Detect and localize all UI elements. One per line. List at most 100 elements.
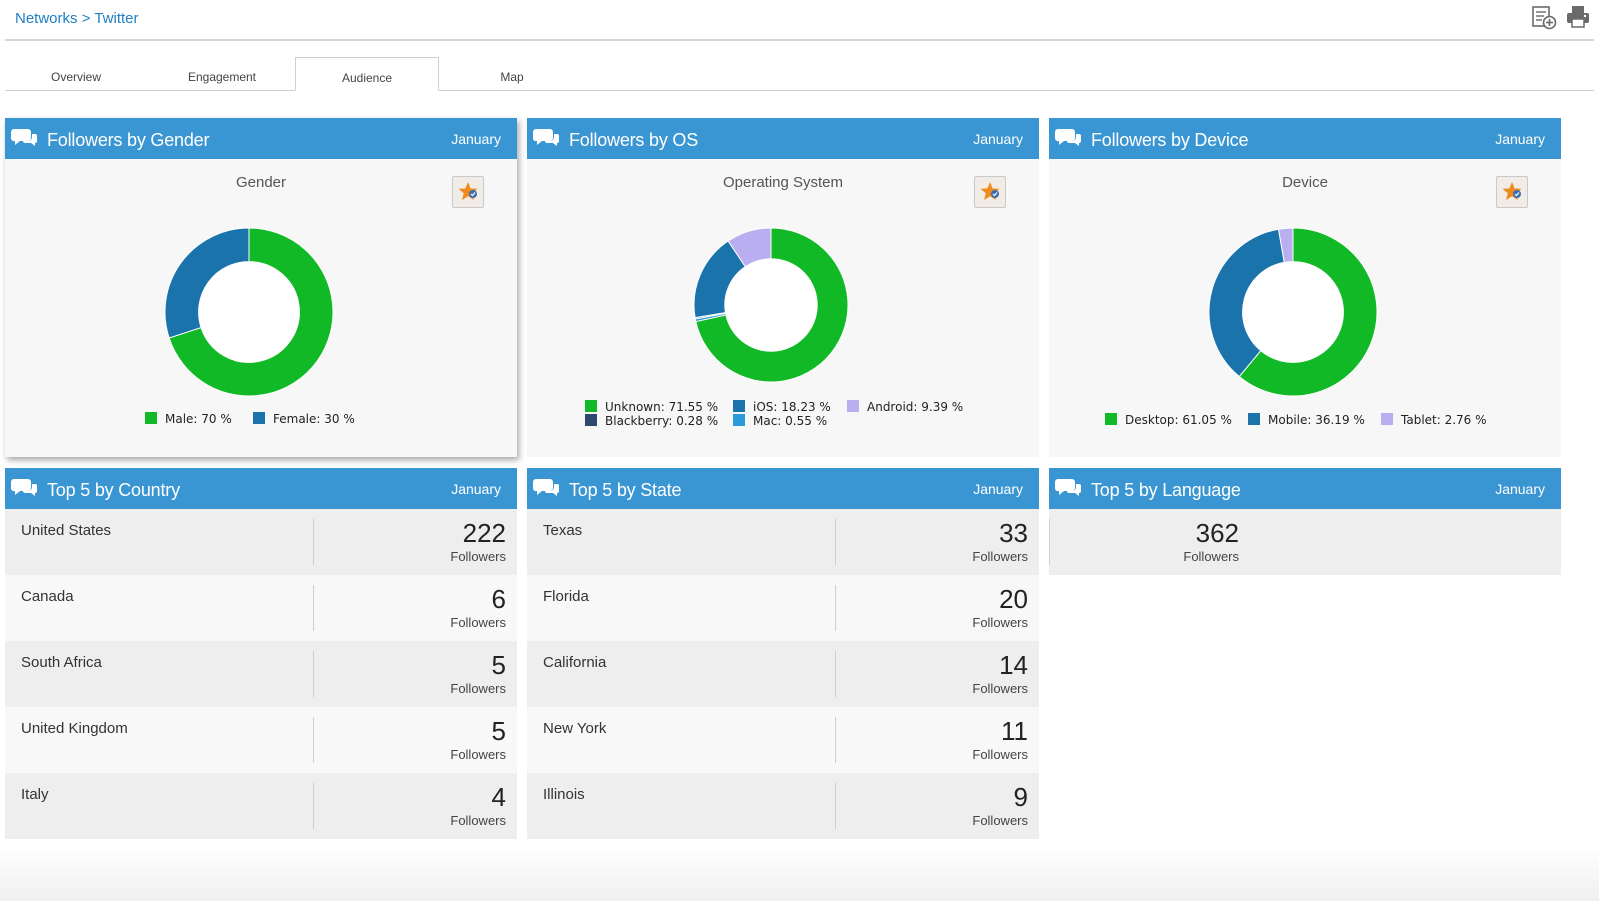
chart-title: Device [1282, 174, 1328, 191]
row-unit: Followers [972, 615, 1028, 630]
list-item[interactable]: Texas 33 Followers [527, 509, 1039, 575]
tab-engagement[interactable]: Engagement [187, 70, 257, 84]
print-icon[interactable] [1565, 4, 1591, 30]
divider [835, 651, 836, 697]
row-count: 9 [1013, 782, 1028, 812]
row-count: 6 [491, 584, 506, 614]
legend-swatch [253, 412, 265, 424]
list-item[interactable]: Canada 6 Followers [5, 575, 517, 641]
chat-bubbles-icon [1055, 479, 1081, 496]
legend-swatch [733, 414, 745, 426]
divider [835, 717, 836, 763]
row-unit: Followers [1183, 549, 1239, 564]
legend-swatch [847, 400, 859, 412]
legend-item-android[interactable]: Android: 9.39 % [847, 400, 963, 414]
legend-item-mac[interactable]: Mac: 0.55 % [733, 414, 827, 428]
donut-slice-unknown[interactable] [695, 227, 849, 383]
breadcrumb-twitter-link[interactable]: Twitter [94, 10, 139, 27]
divider [313, 519, 314, 565]
panel-title: Top 5 by Country [47, 480, 180, 500]
list-item[interactable]: United Kingdom 5 Followers [5, 707, 517, 773]
month-selector[interactable]: January [1495, 481, 1545, 497]
row-label: South Africa [21, 654, 102, 671]
tab-overview[interactable]: Overview [50, 70, 101, 84]
header-divider [5, 39, 1594, 41]
favorite-star-button-icon[interactable] [974, 176, 1006, 208]
row-unit: Followers [450, 747, 506, 762]
panel-title: Top 5 by Language [1091, 480, 1241, 500]
breadcrumb-networks-link[interactable]: Networks [15, 10, 78, 27]
legend-item-ios[interactable]: iOS: 18.23 % [733, 400, 831, 414]
list-item[interactable]: Italy 4 Followers [5, 773, 517, 839]
month-selector[interactable]: January [451, 131, 501, 147]
add-report-icon[interactable] [1531, 4, 1557, 30]
favorite-star-button-icon[interactable] [1496, 176, 1528, 208]
list-item[interactable]: United States 222 Followers [5, 509, 517, 575]
month-selector[interactable]: January [451, 481, 501, 497]
row-count: 4 [491, 782, 506, 812]
legend-item-female[interactable]: Female: 30 % [253, 412, 355, 426]
month-selector[interactable]: January [973, 481, 1023, 497]
divider [313, 651, 314, 697]
chat-bubbles-icon [1055, 129, 1081, 146]
legend-item-tablet[interactable]: Tablet: 2.76 % [1381, 413, 1487, 427]
row-count: 14 [999, 650, 1028, 680]
row-unit: Followers [972, 681, 1028, 696]
toolbar [1531, 4, 1591, 30]
donut-slice-tablet[interactable] [1277, 227, 1294, 263]
legend-item-male[interactable]: Male: 70 % [145, 412, 232, 426]
row-unit: Followers [972, 747, 1028, 762]
row-label: Italy [21, 786, 49, 803]
list-item[interactable]: 362 Followers [1049, 509, 1561, 575]
legend-item-blackberry[interactable]: Blackberry: 0.28 % [585, 414, 718, 428]
divider [1049, 519, 1050, 565]
row-unit: Followers [972, 813, 1028, 828]
gender-panel: Followers by Gender January Gender Male:… [5, 118, 517, 457]
list-item[interactable]: South Africa 5 Followers [5, 641, 517, 707]
row-label: Illinois [543, 786, 585, 803]
legend-swatch [585, 400, 597, 412]
country-panel: Top 5 by Country January United States 22… [5, 468, 517, 840]
chart-legend: Male: 70 % Female: 30 % [145, 412, 505, 432]
legend-item-desktop[interactable]: Desktop: 61.05 % [1105, 413, 1232, 427]
panel-header: Followers by Gender January [5, 118, 517, 159]
tab-map[interactable]: Map [500, 70, 524, 84]
breadcrumb-separator: > [77, 10, 95, 27]
month-selector[interactable]: January [1495, 131, 1545, 147]
legend-item-mobile[interactable]: Mobile: 36.19 % [1248, 413, 1365, 427]
panel-header: Top 5 by Country January [5, 468, 517, 509]
tab-audience[interactable]: Audience [295, 57, 439, 91]
list-item[interactable]: Illinois 9 Followers [527, 773, 1039, 839]
donut-hole [199, 262, 299, 362]
donut-slice-android[interactable] [727, 227, 772, 268]
panel-title: Followers by Device [1091, 130, 1249, 150]
chat-bubbles-icon [11, 129, 37, 146]
os-panel: Followers by OS January Operating System… [527, 118, 1039, 457]
donut-slice-desktop[interactable] [1238, 227, 1378, 397]
panel-header: Top 5 by State January [527, 468, 1039, 509]
row-label: United Kingdom [21, 720, 128, 737]
legend-swatch [1105, 413, 1117, 425]
donut-slice-female[interactable] [164, 227, 250, 339]
month-selector[interactable]: January [973, 131, 1023, 147]
language-panel: Top 5 by Language January 362 Followers [1049, 468, 1561, 576]
chat-bubbles-icon [11, 479, 37, 496]
device-donut-chart [1208, 227, 1378, 397]
legend-item-unknown[interactable]: Unknown: 71.55 % [585, 400, 718, 414]
donut-slice-male[interactable] [168, 227, 334, 397]
list-item[interactable]: New York 11 Followers [527, 707, 1039, 773]
row-count: 5 [491, 716, 506, 746]
list-item[interactable]: California 14 Followers [527, 641, 1039, 707]
row-count: 222 [462, 518, 506, 548]
favorite-star-button-icon[interactable] [452, 176, 484, 208]
list-item[interactable]: Florida 20 Followers [527, 575, 1039, 641]
row-label: Texas [543, 522, 583, 539]
row-label: New York [543, 720, 607, 737]
chart-title: Gender [235, 174, 287, 191]
row-unit: Followers [450, 681, 506, 696]
donut-slice-mobile[interactable] [1208, 228, 1285, 378]
row-unit: Followers [450, 813, 506, 828]
row-count: 362 [1195, 518, 1239, 548]
donut-hole [725, 259, 817, 351]
footer-band [0, 845, 1599, 901]
